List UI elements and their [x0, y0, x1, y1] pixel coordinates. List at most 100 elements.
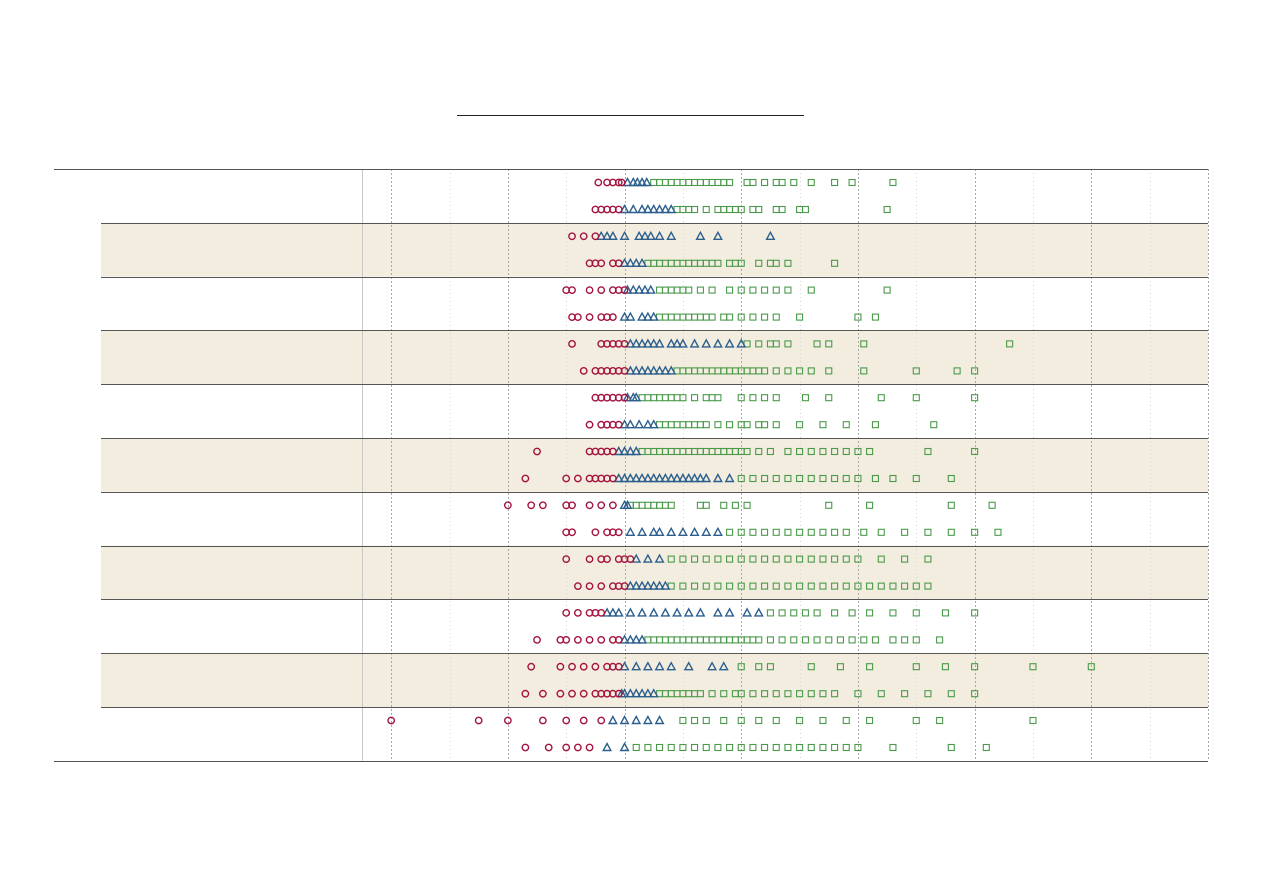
square-point: [661, 313, 669, 321]
square-point: [901, 690, 909, 698]
triangle-point: [666, 230, 677, 241]
square-point: [772, 340, 780, 348]
square-point: [854, 474, 862, 483]
triangle-point: [742, 607, 753, 617]
triangle-point: [613, 607, 624, 617]
square-point: [644, 394, 652, 402]
circle-point: [544, 743, 553, 752]
square-point: [971, 367, 979, 375]
triangle-point: [619, 634, 630, 644]
square-point: [924, 690, 932, 698]
circle-point: [603, 555, 611, 563]
square-point: [644, 743, 652, 752]
square-point: [924, 447, 932, 456]
square-point: [772, 582, 780, 590]
square-point: [656, 178, 664, 187]
triangle-point: [666, 204, 677, 214]
circle-point: [562, 716, 571, 725]
triangle-point: [654, 580, 665, 590]
square-point: [749, 528, 757, 536]
square-point: [685, 421, 693, 429]
triangle-point: [648, 526, 659, 536]
triangle-point: [654, 230, 665, 241]
square-point: [714, 555, 722, 563]
triangle-point: [607, 230, 618, 241]
triangle-point: [712, 607, 723, 617]
square-point: [784, 474, 792, 483]
square-point: [772, 367, 780, 375]
square-point: [825, 394, 833, 402]
square-point: [761, 743, 769, 752]
square-point: [720, 636, 728, 644]
square-point: [656, 286, 664, 294]
triangle-point: [625, 634, 636, 644]
triangle-point: [622, 499, 633, 509]
triangle-point: [642, 365, 653, 375]
circle-point: [579, 662, 588, 671]
square-point: [836, 636, 844, 644]
square-point: [696, 421, 704, 429]
triangle-point: [619, 473, 630, 483]
square-point: [854, 743, 862, 752]
square-point: [749, 555, 757, 563]
triangle-point: [602, 607, 613, 617]
square-point: [667, 743, 675, 752]
square-point: [691, 178, 699, 187]
circle-point: [585, 286, 594, 294]
square-point: [936, 636, 944, 644]
triangle-point: [718, 661, 729, 671]
square-point: [807, 528, 815, 536]
triangle-point: [634, 230, 645, 241]
circle-point: [594, 178, 603, 187]
triangle-point: [654, 526, 665, 536]
circle-point: [608, 313, 617, 321]
square-point: [860, 636, 868, 644]
group-band: [101, 653, 1208, 707]
triangle-point: [619, 715, 630, 725]
triangle-point: [654, 473, 665, 483]
circle-point: [579, 232, 588, 241]
square-point: [941, 663, 949, 671]
triangle-point: [622, 284, 633, 294]
square-point: [871, 474, 879, 483]
square-point: [831, 447, 839, 456]
square-point: [661, 636, 669, 644]
square-point: [702, 394, 710, 402]
circle-point: [573, 636, 582, 644]
triangle-point: [619, 230, 630, 241]
square-point: [936, 716, 944, 725]
triangle-point: [672, 338, 683, 348]
triangle-point: [596, 230, 607, 241]
square-point: [866, 501, 874, 509]
triangle-point: [619, 311, 630, 321]
square-point: [871, 313, 879, 321]
square-point: [889, 178, 897, 187]
square-point: [761, 690, 769, 698]
circle-point: [608, 447, 617, 456]
square-point: [737, 555, 745, 563]
square-point: [930, 421, 938, 429]
square-point: [691, 636, 699, 644]
square-point: [772, 286, 780, 294]
triangle-point: [672, 473, 683, 483]
triangle-point: [654, 204, 665, 214]
square-point: [860, 340, 868, 348]
square-point: [807, 555, 815, 563]
group-band: [101, 545, 1208, 600]
square-point: [831, 582, 839, 590]
square-point: [667, 313, 675, 321]
triangle-point: [631, 634, 642, 644]
triangle-point: [619, 661, 630, 671]
square-point: [679, 582, 687, 590]
triangle-point: [634, 419, 645, 429]
circle-point: [620, 286, 629, 294]
square-point: [685, 286, 693, 294]
square-point: [883, 205, 891, 214]
square-point: [796, 582, 804, 590]
square-point: [737, 582, 745, 590]
square-point: [772, 313, 780, 321]
circle-point: [614, 178, 623, 187]
square-point: [912, 582, 920, 590]
square-point: [831, 259, 839, 267]
triangle-point: [648, 580, 659, 590]
